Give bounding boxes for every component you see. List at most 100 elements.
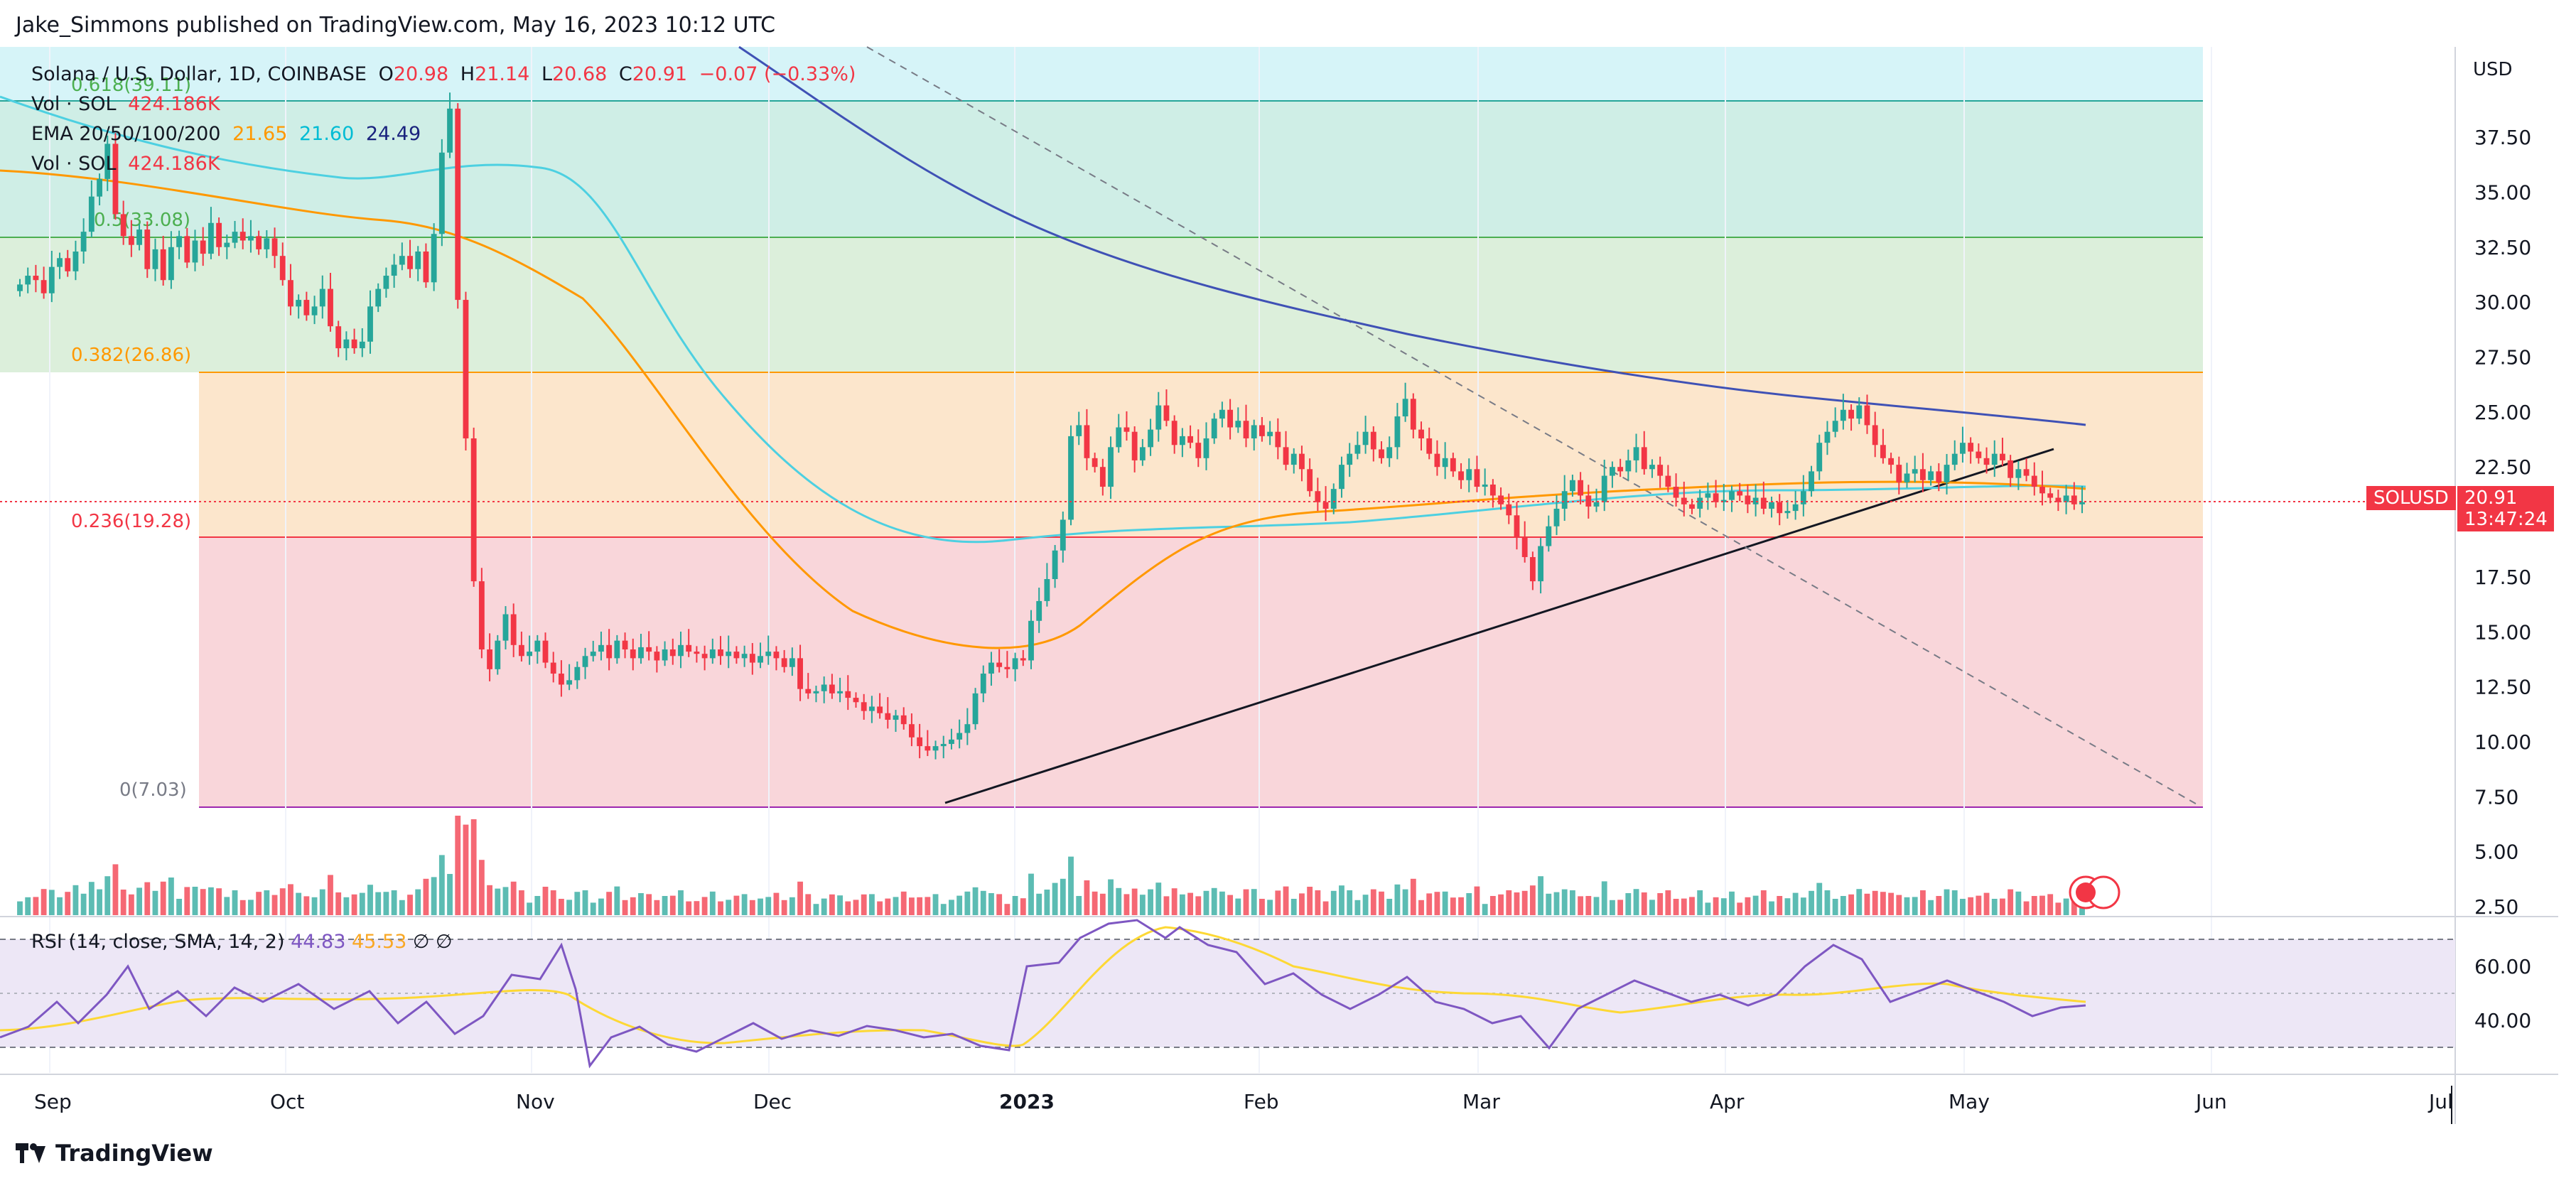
volume-label-2[interactable]: Vol · SOL [31,153,117,175]
volume-bar [2031,896,2037,915]
candle-body [1275,431,1281,448]
volume-bar [1315,890,1321,915]
y-tick: 12.50 [2474,676,2531,699]
volume-bar [1123,894,1130,915]
volume-row: Vol · SOL 424.186K [31,90,861,119]
volume-bar [120,890,126,915]
fib-band-top [0,47,2203,101]
candle-body [550,662,556,674]
low-value: 20.68 [552,63,608,85]
volume-bar [694,901,700,915]
candle-body [478,581,485,650]
volume-bar [1919,890,1926,915]
volume-bar [726,900,732,915]
footer-brand[interactable]: TradingView [16,1140,213,1167]
volume-bar [383,892,389,915]
volume-bar [1521,890,1528,915]
volume-bar [956,895,963,915]
economic-events-icon[interactable] [2069,875,2120,909]
candle-body [144,230,151,269]
rsi-label[interactable]: RSI (14, close, SMA, 14, 2) [31,931,285,953]
rsi-line [0,919,2086,1069]
volume-bar [80,893,87,915]
candle-body [1362,431,1369,446]
candle-body [1681,497,1687,504]
rsi-tick-40: 40.00 [2474,1009,2531,1032]
candle-body [264,238,270,249]
volume-bar [510,881,517,915]
volume-bar [447,874,453,915]
volume-bar [1299,893,1305,915]
volume-bar [861,894,867,915]
volume-bar [1848,894,1854,915]
volume-label[interactable]: Vol · SOL [31,93,117,115]
volume-bar [789,897,795,915]
candle-body [1434,453,1440,468]
volume-bar [1347,890,1353,915]
volume-bar [1960,899,1966,915]
volume-bar [1482,904,1488,915]
candle-body [1777,502,1783,514]
volume-bar [940,904,947,915]
fib-band-0236-0 [199,537,2203,807]
candle-body [25,276,31,285]
volume-bar [1163,896,1170,915]
candle-body [709,649,716,659]
candles [17,92,2085,760]
candle-body [375,288,382,307]
volume-bar [1036,893,1042,915]
volume-bar [41,889,47,915]
symbol-title[interactable]: Solana / U.S. Dollar, 1D, COINBASE [31,63,367,85]
volume-bar [1243,889,1249,915]
candle-body [678,644,684,657]
volume-bar [1864,893,1870,915]
candle-body [239,232,246,241]
candle-body [1657,465,1664,476]
volume-bar [200,889,206,915]
fib-label-0382: 0.382(26.86) [71,345,191,366]
rsi-empty-2: ∅ [436,931,453,953]
candle-body [1529,557,1536,582]
candle-body [1084,425,1090,458]
candle-body [956,733,963,740]
candle-body [518,644,524,657]
candle-body [1578,480,1584,496]
volume-bar [1689,897,1695,915]
volume-bar [1410,878,1416,915]
volume-bar [415,889,421,915]
candle-body [248,236,254,241]
candle-body [566,680,573,685]
candle-body [1131,431,1138,460]
candle-body [41,280,47,293]
candle-body [1872,425,1878,446]
badge-symbol: SOLUSD [2373,487,2449,509]
y-tick: 30.00 [2474,291,2531,314]
candle-body [726,652,732,657]
candle-body [1593,502,1600,507]
volume-bar [630,897,636,915]
volume-bar [686,901,692,915]
volume-bar [1259,899,1265,915]
y-tick: 22.50 [2474,455,2531,479]
volume-bar [303,896,310,915]
candle-body [112,144,119,215]
volume-bar [88,882,95,915]
volume-bar [1060,878,1066,915]
volume-bar [1928,900,1934,915]
candle-body [367,306,373,342]
volume-bar [797,881,803,915]
volume-bar [709,891,716,915]
rsi-value: 44.83 [291,931,346,953]
candle-body [1919,469,1926,480]
volume-bar [1004,904,1011,915]
candle-body [1896,465,1902,482]
candle-body [1944,465,1950,482]
candle-body [980,674,986,693]
volume-bar [97,889,102,915]
ema-label[interactable]: EMA 20/50/100/200 [31,123,221,145]
volume-bar [1944,889,1950,915]
candle-body [1458,471,1464,480]
candle-body [654,652,660,661]
candle-body [2023,469,2030,476]
